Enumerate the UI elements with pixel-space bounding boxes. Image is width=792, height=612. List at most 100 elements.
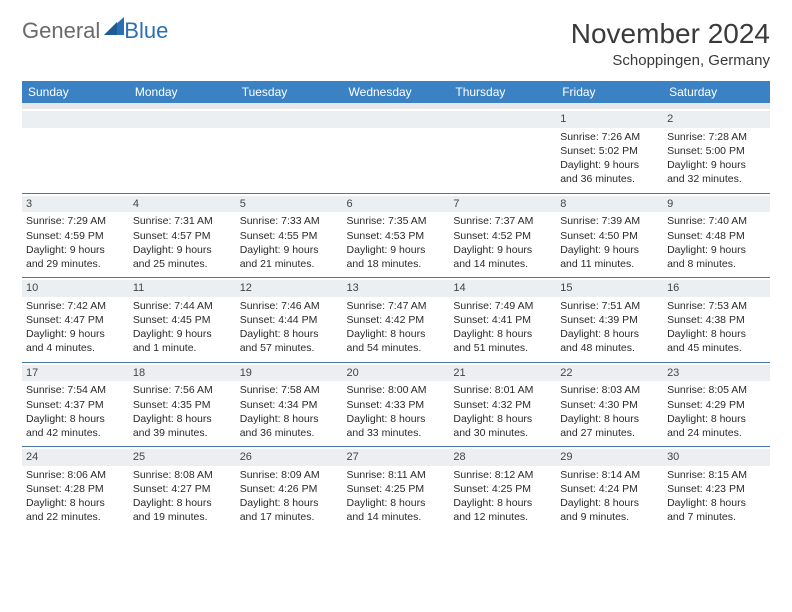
sunset-text: Sunset: 4:38 PM — [667, 313, 766, 327]
day-number: 4 — [129, 196, 236, 213]
sunset-text: Sunset: 4:57 PM — [133, 229, 232, 243]
header: General Blue November 2024 Schoppingen, … — [22, 18, 770, 69]
day-number: 20 — [343, 365, 450, 382]
month-year-title: November 2024 — [571, 18, 770, 50]
sunset-text: Sunset: 4:59 PM — [26, 229, 125, 243]
daylight-text: Daylight: 9 hours and 11 minutes. — [560, 243, 659, 271]
day-number: 30 — [663, 449, 770, 466]
sunrise-text: Sunrise: 7:42 AM — [26, 299, 125, 313]
day-number: 15 — [556, 280, 663, 297]
day-number: 19 — [236, 365, 343, 382]
day-number: 3 — [22, 196, 129, 213]
sunrise-text: Sunrise: 8:15 AM — [667, 468, 766, 482]
day-cell: 14Sunrise: 7:49 AMSunset: 4:41 PMDayligh… — [449, 278, 556, 362]
day-cell: 22Sunrise: 8:03 AMSunset: 4:30 PMDayligh… — [556, 363, 663, 447]
day-number: 25 — [129, 449, 236, 466]
sunrise-text: Sunrise: 7:39 AM — [560, 214, 659, 228]
sunrise-text: Sunrise: 8:00 AM — [347, 383, 446, 397]
sunrise-text: Sunrise: 8:09 AM — [240, 468, 339, 482]
sunset-text: Sunset: 4:25 PM — [453, 482, 552, 496]
day-cell: 29Sunrise: 8:14 AMSunset: 4:24 PMDayligh… — [556, 447, 663, 531]
daylight-text: Daylight: 8 hours and 19 minutes. — [133, 496, 232, 524]
day-number: 6 — [343, 196, 450, 213]
day-header: Wednesday — [343, 81, 450, 103]
daylight-text: Daylight: 8 hours and 57 minutes. — [240, 327, 339, 355]
day-number: 7 — [449, 196, 556, 213]
calendar-page: General Blue November 2024 Schoppingen, … — [0, 0, 792, 549]
daylight-text: Daylight: 8 hours and 24 minutes. — [667, 412, 766, 440]
daylight-text: Daylight: 8 hours and 9 minutes. — [560, 496, 659, 524]
day-header: Thursday — [449, 81, 556, 103]
daylight-text: Daylight: 9 hours and 32 minutes. — [667, 158, 766, 186]
day-cell: 6Sunrise: 7:35 AMSunset: 4:53 PMDaylight… — [343, 194, 450, 278]
daylight-text: Daylight: 8 hours and 51 minutes. — [453, 327, 552, 355]
sunset-text: Sunset: 4:30 PM — [560, 398, 659, 412]
sunrise-text: Sunrise: 8:14 AM — [560, 468, 659, 482]
day-number: 13 — [343, 280, 450, 297]
day-cell: 4Sunrise: 7:31 AMSunset: 4:57 PMDaylight… — [129, 194, 236, 278]
day-cell: 9Sunrise: 7:40 AMSunset: 4:48 PMDaylight… — [663, 194, 770, 278]
sunset-text: Sunset: 4:28 PM — [26, 482, 125, 496]
day-number: 21 — [449, 365, 556, 382]
daylight-text: Daylight: 8 hours and 45 minutes. — [667, 327, 766, 355]
day-number: 8 — [556, 196, 663, 213]
sunset-text: Sunset: 4:25 PM — [347, 482, 446, 496]
sunrise-text: Sunrise: 7:56 AM — [133, 383, 232, 397]
day-number — [343, 111, 450, 128]
day-number: 11 — [129, 280, 236, 297]
day-cell: 19Sunrise: 7:58 AMSunset: 4:34 PMDayligh… — [236, 363, 343, 447]
day-header: Sunday — [22, 81, 129, 103]
sunset-text: Sunset: 4:33 PM — [347, 398, 446, 412]
day-number: 2 — [663, 111, 770, 128]
sunrise-text: Sunrise: 7:58 AM — [240, 383, 339, 397]
sunset-text: Sunset: 4:34 PM — [240, 398, 339, 412]
day-cell: 8Sunrise: 7:39 AMSunset: 4:50 PMDaylight… — [556, 194, 663, 278]
location-label: Schoppingen, Germany — [571, 52, 770, 69]
daylight-text: Daylight: 8 hours and 42 minutes. — [26, 412, 125, 440]
day-number: 24 — [22, 449, 129, 466]
sunset-text: Sunset: 4:32 PM — [453, 398, 552, 412]
day-cell: 7Sunrise: 7:37 AMSunset: 4:52 PMDaylight… — [449, 194, 556, 278]
sunset-text: Sunset: 4:44 PM — [240, 313, 339, 327]
sunrise-text: Sunrise: 8:01 AM — [453, 383, 552, 397]
sunrise-text: Sunrise: 7:53 AM — [667, 299, 766, 313]
sunset-text: Sunset: 4:41 PM — [453, 313, 552, 327]
day-number: 14 — [449, 280, 556, 297]
sunrise-text: Sunrise: 8:11 AM — [347, 468, 446, 482]
daylight-text: Daylight: 8 hours and 54 minutes. — [347, 327, 446, 355]
sunset-text: Sunset: 4:23 PM — [667, 482, 766, 496]
day-number: 12 — [236, 280, 343, 297]
day-cell — [449, 109, 556, 193]
day-header-row: SundayMondayTuesdayWednesdayThursdayFrid… — [22, 81, 770, 103]
day-number: 27 — [343, 449, 450, 466]
sunset-text: Sunset: 4:24 PM — [560, 482, 659, 496]
calendar-table: SundayMondayTuesdayWednesdayThursdayFrid… — [22, 81, 770, 531]
day-cell: 20Sunrise: 8:00 AMSunset: 4:33 PMDayligh… — [343, 363, 450, 447]
day-header: Friday — [556, 81, 663, 103]
daylight-text: Daylight: 9 hours and 21 minutes. — [240, 243, 339, 271]
sunset-text: Sunset: 4:50 PM — [560, 229, 659, 243]
daylight-text: Daylight: 9 hours and 36 minutes. — [560, 158, 659, 186]
day-cell: 13Sunrise: 7:47 AMSunset: 4:42 PMDayligh… — [343, 278, 450, 362]
day-number: 22 — [556, 365, 663, 382]
week-row: 17Sunrise: 7:54 AMSunset: 4:37 PMDayligh… — [22, 363, 770, 447]
day-cell: 24Sunrise: 8:06 AMSunset: 4:28 PMDayligh… — [22, 447, 129, 531]
daylight-text: Daylight: 9 hours and 1 minute. — [133, 327, 232, 355]
day-cell: 16Sunrise: 7:53 AMSunset: 4:38 PMDayligh… — [663, 278, 770, 362]
sunset-text: Sunset: 4:39 PM — [560, 313, 659, 327]
day-cell: 25Sunrise: 8:08 AMSunset: 4:27 PMDayligh… — [129, 447, 236, 531]
day-header: Tuesday — [236, 81, 343, 103]
logo: General Blue — [22, 18, 168, 44]
day-number: 26 — [236, 449, 343, 466]
sunset-text: Sunset: 4:45 PM — [133, 313, 232, 327]
sunrise-text: Sunrise: 7:46 AM — [240, 299, 339, 313]
logo-text-general: General — [22, 18, 100, 44]
day-number — [236, 111, 343, 128]
sunrise-text: Sunrise: 8:03 AM — [560, 383, 659, 397]
week-row: 3Sunrise: 7:29 AMSunset: 4:59 PMDaylight… — [22, 194, 770, 278]
sunset-text: Sunset: 4:26 PM — [240, 482, 339, 496]
daylight-text: Daylight: 8 hours and 39 minutes. — [133, 412, 232, 440]
sunrise-text: Sunrise: 8:05 AM — [667, 383, 766, 397]
day-cell: 1Sunrise: 7:26 AMSunset: 5:02 PMDaylight… — [556, 109, 663, 193]
sunset-text: Sunset: 4:27 PM — [133, 482, 232, 496]
